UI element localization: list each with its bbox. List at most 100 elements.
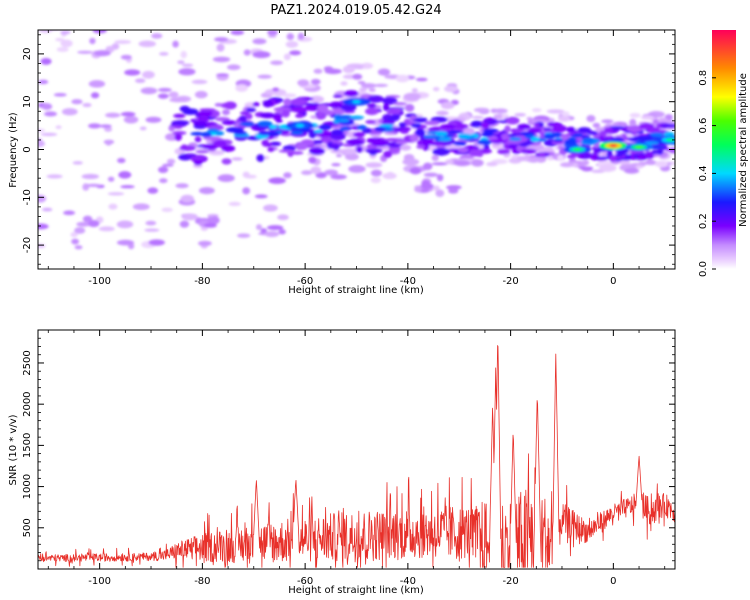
spectrogram-blob <box>145 116 162 123</box>
spectrogram-blob <box>471 115 484 119</box>
spectrogram-blob <box>46 174 63 179</box>
colorbar-tick-label: 0.8 <box>698 70 709 86</box>
spectrogram-blob <box>355 146 363 153</box>
spectrogram-blob <box>400 129 409 134</box>
spectrogram-blob <box>440 101 455 110</box>
spectrogram-blob <box>74 245 83 250</box>
spectrogram-blob <box>422 162 433 171</box>
spectrogram-blob <box>383 150 393 158</box>
spectrogram-blob <box>526 143 545 151</box>
spectrogram-blob <box>82 215 93 223</box>
spectrogram-blob <box>533 123 540 127</box>
spectrogram-blob <box>310 166 322 174</box>
spectrogram-blob <box>140 87 158 95</box>
spectrogram-blob <box>377 68 391 76</box>
spectrogram-blob <box>309 95 325 104</box>
spectrogram-blob <box>281 109 290 118</box>
spectrogram-blob <box>608 137 625 142</box>
spectrogram-image <box>38 30 675 250</box>
spectrogram-blob <box>38 79 49 85</box>
spectrogram-blob <box>566 154 577 159</box>
spectrogram-blob <box>454 160 471 167</box>
spectrogram-blob <box>212 56 231 63</box>
spectrogram-blob <box>190 156 207 160</box>
spectrogram-blob <box>257 74 272 79</box>
spectrogram-blob <box>411 123 422 128</box>
spectrogram-blob <box>581 159 590 166</box>
spectrogram-blob <box>258 130 272 136</box>
spectrogram-blob <box>53 92 67 97</box>
spectrogram-blob <box>516 155 531 162</box>
spectrogram-blob <box>551 124 567 133</box>
spectrogram-blob <box>468 149 484 157</box>
spectrogram-blob <box>132 203 150 211</box>
spectrogram-blob <box>577 127 592 134</box>
spectrogram-blob <box>411 88 418 93</box>
spectrogram-blob <box>454 142 466 146</box>
spectrogram-blob <box>134 78 146 84</box>
spectrogram-blob <box>255 224 263 231</box>
spectrogram-blob <box>551 140 565 145</box>
spectrogram-blob <box>179 220 190 228</box>
spectrogram-blob <box>530 119 548 123</box>
spectrogram-blob <box>635 164 644 169</box>
spectrogram-blob <box>147 187 159 194</box>
spectrogram-blob <box>313 68 323 74</box>
spectrogram-blob <box>335 114 353 119</box>
spectrogram-blob <box>509 137 522 141</box>
spectrogram-blob <box>256 154 265 162</box>
spectrogram-blob <box>254 194 268 199</box>
spectrogram-blob <box>370 177 381 184</box>
spectrogram-blob <box>74 227 86 234</box>
spectrogram-blob <box>381 120 395 126</box>
spectrogram-blob <box>55 125 62 129</box>
spectrogram-blob <box>356 124 367 130</box>
snr-x-tick-label: -40 <box>400 576 416 587</box>
spectrogram-blob <box>267 34 277 38</box>
spectrogram-blob <box>217 174 235 183</box>
spectrogram-blob <box>171 120 190 126</box>
spectrogram-blob <box>586 114 596 123</box>
spectrogram-blob <box>277 214 289 221</box>
spectrogram-blob <box>38 30 53 34</box>
spectrogram-blob <box>291 106 308 113</box>
spectrogram-blob <box>216 43 225 52</box>
spectrogram-blob <box>214 37 229 42</box>
spectrogram-xlabel: Height of straight line (km) <box>288 285 424 296</box>
spectrogram-x-tick-label: 0 <box>610 276 616 287</box>
spectrogram-blob <box>504 125 511 133</box>
spectrogram-blob <box>364 107 379 116</box>
spectrogram-blob <box>193 159 203 166</box>
spectrogram-blob <box>384 137 401 142</box>
spectrogram-blob <box>275 119 283 123</box>
spectrogram-blob <box>85 183 102 187</box>
spectrogram-blob <box>335 154 342 158</box>
spectrogram-blob <box>645 158 655 165</box>
spectrogram-blob <box>105 112 121 118</box>
figure-title: PAZ1.2024.019.05.42.G24 <box>270 3 441 18</box>
spectrogram-blob <box>514 112 527 117</box>
spectrogram-blob <box>184 153 197 157</box>
colorbar: 0.0 0.2 0.4 0.6 0.8 Normalized spectral ampl… <box>698 30 749 277</box>
spectrogram-blob <box>181 213 198 221</box>
spectrogram-blob <box>297 79 310 87</box>
spectrogram-blob <box>370 169 383 177</box>
spectrogram-blob <box>564 139 577 145</box>
spectrogram-blob <box>352 100 361 104</box>
spectrogram-blob <box>228 201 241 207</box>
spectrogram-blob <box>434 131 448 137</box>
spectrogram-blob <box>213 139 227 148</box>
spectrogram-blob <box>215 117 230 122</box>
spectrogram-blob <box>266 225 284 231</box>
spectrogram-blob <box>546 109 565 114</box>
spectrogram-blob <box>477 139 492 146</box>
spectrogram-blob <box>283 172 292 179</box>
snr-xlabel: Height of straight line (km) <box>288 585 424 596</box>
spectrogram-blob <box>423 139 431 147</box>
spectrogram-blob <box>108 203 118 210</box>
spectrogram-blob <box>272 87 280 92</box>
spectrogram-blob <box>194 90 208 99</box>
spectrogram-blob <box>323 66 334 72</box>
spectrogram-y-tick-label: -20 <box>22 237 33 253</box>
